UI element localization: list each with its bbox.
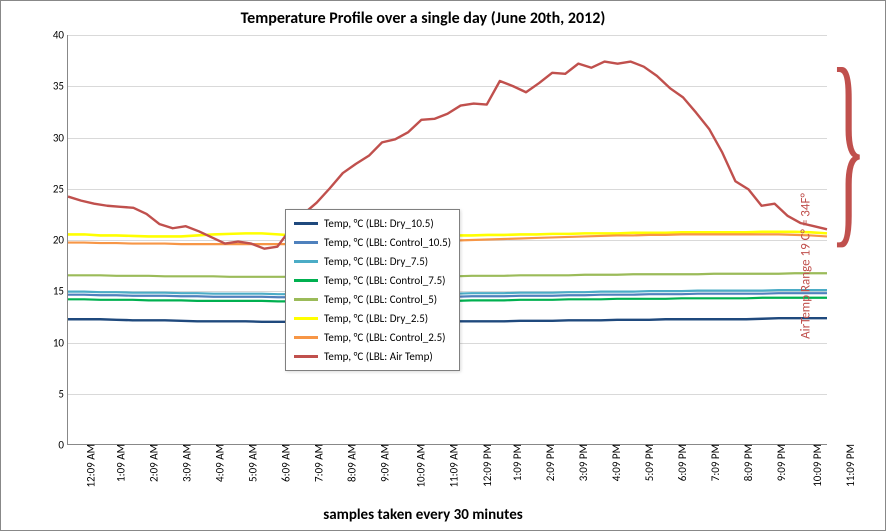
y-tick-label: 5 (58, 387, 68, 400)
x-tick-label: 12:09 AM (82, 444, 97, 488)
x-tick-label: 2:09 PM (542, 444, 557, 481)
x-tick-label: 6:09 AM (278, 444, 293, 482)
legend-item: Temp, °C (LBL: Control_7.5) (294, 271, 451, 290)
x-tick-label: 12:09 PM (478, 444, 493, 487)
legend-label: Temp, °C (LBL: Control_10.5) (324, 236, 451, 249)
x-tick-label: 10:09 PM (809, 444, 824, 487)
legend-swatch (294, 279, 318, 281)
x-tick-label: 2:09 AM (146, 444, 161, 482)
x-tick-label: 3:09 AM (179, 444, 194, 482)
legend-item: Temp, °C (LBL: Dry_7.5) (294, 252, 451, 271)
legend-item: Temp, °C (LBL: Dry_2.5) (294, 309, 451, 328)
legend-item: Temp, °C (LBL: Dry_10.5) (294, 214, 451, 233)
x-tick-label: 1:09 AM (113, 444, 128, 482)
x-tick-label: 6:09 PM (674, 444, 689, 481)
legend-swatch (294, 260, 318, 262)
legend-swatch (294, 222, 318, 224)
y-tick-label: 35 (53, 80, 68, 93)
y-tick-label: 15 (53, 285, 68, 298)
legend-label: Temp, °C (LBL: Dry_2.5) (324, 312, 428, 325)
legend-label: Temp, °C (LBL: Control_5) (324, 293, 437, 306)
x-tick-label: 3:09 PM (575, 444, 590, 481)
y-tick-label: 30 (53, 131, 68, 144)
x-tick-label: 7:09 AM (311, 444, 326, 482)
chart-container: Temperature Profile over a single day (J… (0, 0, 886, 531)
legend-label: Temp, °C (LBL: Air Temp) (324, 350, 433, 363)
legend-swatch (294, 317, 318, 320)
range-brace: } (830, 38, 867, 256)
legend-item: Temp, °C (LBL: Air Temp) (294, 347, 451, 366)
legend-swatch (294, 298, 318, 300)
x-tick-label: 5:09 PM (641, 444, 656, 481)
legend-item: Temp, °C (LBL: Control_2.5) (294, 328, 451, 347)
x-axis-label: samples taken every 30 minutes (1, 506, 845, 524)
x-tick-label: 4:09 PM (608, 444, 623, 481)
x-tick-label: 10:09 AM (413, 444, 428, 488)
y-tick-label: 0 (58, 439, 68, 452)
legend-label: Temp, °C (LBL: Dry_7.5) (324, 255, 428, 268)
legend-label: Temp, °C (LBL: Control_2.5) (324, 331, 445, 344)
legend-label: Temp, °C (LBL: Dry_10.5) (324, 217, 434, 230)
x-tick-label: 4:09 AM (212, 444, 227, 482)
legend-label: Temp, °C (LBL: Control_7.5) (324, 274, 445, 287)
x-tick-label: 5:09 AM (245, 444, 260, 482)
right-annotation: AirTemp Range 19 C° = 34F° (799, 193, 814, 339)
y-tick-label: 25 (53, 182, 68, 195)
y-tick-label: 10 (53, 336, 68, 349)
y-tick-label: 40 (53, 29, 68, 42)
chart-title: Temperature Profile over a single day (J… (1, 9, 845, 28)
x-tick-label: 11:09 AM (446, 444, 461, 488)
x-tick-label: 8:09 PM (740, 444, 755, 481)
legend-swatch (294, 336, 318, 338)
x-tick-label: 8:09 AM (344, 444, 359, 482)
x-tick-label: 11:09 PM (842, 444, 857, 487)
x-tick-label: 7:09 PM (707, 444, 722, 481)
legend-item: Temp, °C (LBL: Control_10.5) (294, 233, 451, 252)
x-tick-label: 9:09 PM (773, 444, 788, 481)
legend-swatch (294, 355, 318, 357)
legend: Temp, °C (LBL: Dry_10.5) Temp, °C (LBL: C… (285, 209, 460, 371)
legend-item: Temp, °C (LBL: Control_5) (294, 290, 451, 309)
x-tick-label: 9:09 AM (377, 444, 392, 482)
y-tick-label: 20 (53, 234, 68, 247)
x-tick-label: 1:09 PM (509, 444, 524, 481)
legend-swatch (294, 241, 318, 243)
